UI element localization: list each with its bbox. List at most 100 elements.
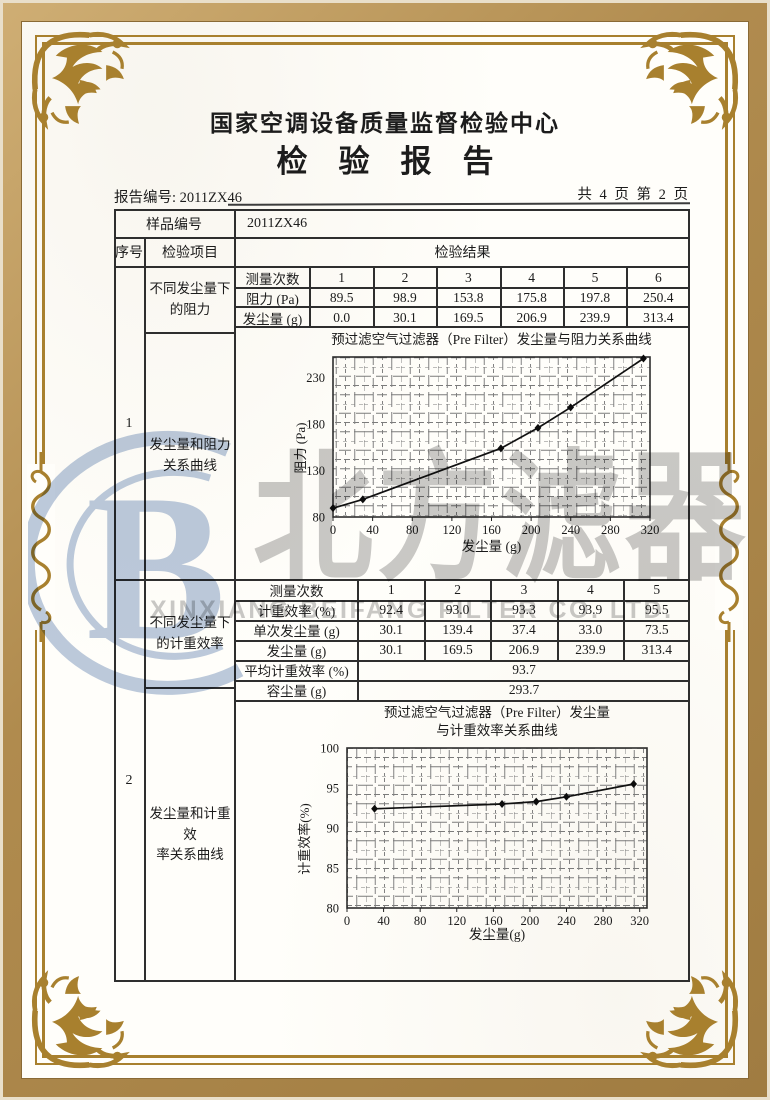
table-cell: 4 <box>528 270 536 285</box>
table-cell: 1 <box>338 270 346 285</box>
table-cell: 93.3 <box>512 602 536 617</box>
table-cell: 2 <box>454 582 461 597</box>
efficiency-curve-chart: 0 40 80 120 160 200 240 280 320 80 85 90 95 100 预过滤空气过… <box>297 705 649 942</box>
avg-efficiency-label: 平均计重效率 (%) <box>244 664 349 679</box>
table-cell: 95.5 <box>644 602 669 617</box>
table-cell: 239.9 <box>579 310 611 325</box>
svg-text:120: 120 <box>443 523 462 537</box>
svg-text:阻力 (Pa): 阻力 (Pa) <box>293 423 308 474</box>
svg-text:预过滤空气过滤器（Pre Filter）发尘量: 预过滤空气过滤器（Pre Filter）发尘量 <box>384 705 610 720</box>
svg-text:40: 40 <box>377 914 390 928</box>
section1-seq: 1 <box>125 415 133 431</box>
table-cell: 239.9 <box>575 642 606 657</box>
table-cell: 93.9 <box>578 602 603 617</box>
corner-ornament-icon <box>640 31 739 130</box>
report-title: 检 验 报 告 <box>276 144 494 179</box>
corner-ornament-icon <box>31 970 130 1069</box>
svg-text:发尘量(g): 发尘量(g) <box>469 927 525 942</box>
svg-text:280: 280 <box>594 914 613 928</box>
table-cell: 206.9 <box>508 642 540 657</box>
resistance-row-label: 阻力 (Pa) <box>246 292 299 307</box>
table-cell: 98.9 <box>393 290 417 305</box>
svg-text:预过滤空气过滤器（Pre Filter）发尘量与阻力关系曲线: 预过滤空气过滤器（Pre Filter）发尘量与阻力关系曲线 <box>331 332 652 347</box>
efficiency-row-label: 计重效率 (%) <box>257 604 336 619</box>
table-cell: 92.4 <box>379 602 403 617</box>
corner-ornament-icon <box>31 31 130 130</box>
svg-text:40: 40 <box>366 523 379 537</box>
corner-ornament-icon <box>640 970 739 1069</box>
resistance-curve-chart: 0 40 80 120 160 200 240 280 320 80 130 180 230 预过滤空气过… <box>293 332 660 554</box>
svg-text:80: 80 <box>414 914 427 928</box>
section1-item-curve: 发尘量和阻力 关系曲线 <box>149 437 231 473</box>
table-cell: 206.9 <box>516 310 547 325</box>
svg-text:发尘量 (g): 发尘量 (g) <box>462 539 522 554</box>
sample-number-value: 2011ZX46 <box>247 215 308 231</box>
table-cell: 313.4 <box>643 310 674 325</box>
svg-text:200: 200 <box>521 914 540 928</box>
table-cell: 30.1 <box>379 622 403 637</box>
svg-text:100: 100 <box>320 742 339 756</box>
table-cell: 5 <box>591 270 599 285</box>
svg-text:计重效率(%): 计重效率(%) <box>297 803 312 875</box>
dust-capacity-value: 293.7 <box>508 682 540 697</box>
table-cell: 73.5 <box>644 622 669 637</box>
edge-scroll-ornament-icon <box>27 452 55 642</box>
table-cell: 3 <box>520 582 528 597</box>
resistance-table: 测量次数 1 2 3 4 5 6 阻力 (Pa) 89.5 98.9 153.8… <box>235 268 690 327</box>
table-cell: 1 <box>387 582 395 597</box>
svg-text:80: 80 <box>327 902 340 916</box>
report-number-label: 报告编号: <box>114 190 177 206</box>
svg-text:与计重效率关系曲线: 与计重效率关系曲线 <box>436 722 558 738</box>
table-cell: 197.8 <box>579 290 611 305</box>
svg-text:120: 120 <box>447 914 466 928</box>
svg-text:200: 200 <box>522 523 541 537</box>
table-cell: 175.8 <box>516 290 547 305</box>
table-cell: 169.5 <box>442 642 473 657</box>
table-cell: 30.1 <box>379 642 403 657</box>
column-header-item: 检验项目 <box>162 246 218 261</box>
table-cell: 139.4 <box>442 622 473 637</box>
svg-text:80: 80 <box>313 511 326 525</box>
svg-text:240: 240 <box>557 914 576 928</box>
organization-title: 国家空调设备质量监督检验中心 <box>210 111 560 136</box>
table-cell: 5 <box>653 582 661 597</box>
section1-item-resistance: 不同发尘量下 的阻力 <box>149 281 231 317</box>
table-cell: 4 <box>587 582 594 597</box>
dust-capacity-label: 容尘量 (g) <box>266 684 327 699</box>
svg-text:130: 130 <box>306 464 325 478</box>
efficiency-table: 测量次数 1 2 3 4 5 计重效率 (%) 92.4 93.0 93.3 9… <box>235 580 690 660</box>
table-cell: 37.4 <box>512 622 536 637</box>
table-cell: 30.1 <box>393 310 417 325</box>
svg-text:160: 160 <box>482 523 501 537</box>
section2-item-efficiency: 不同发尘量下 的计重效率 <box>149 614 231 651</box>
svg-text:0: 0 <box>344 914 350 928</box>
svg-text:230: 230 <box>306 371 325 385</box>
sample-number-label: 样品编号 <box>146 217 202 233</box>
table-cell: 0.0 <box>333 310 351 325</box>
svg-text:180: 180 <box>306 417 325 431</box>
svg-text:320: 320 <box>630 914 649 928</box>
efficiency-row-label: 单次发尘量 (g) <box>253 624 340 639</box>
edge-scroll-ornament-icon <box>715 452 743 642</box>
column-header-result: 检验结果 <box>434 246 491 261</box>
section2-item-curve: 发尘量和计重效 率关系曲线 <box>149 805 231 863</box>
table-cell: 6 <box>654 270 662 285</box>
table-cell: 2 <box>401 270 409 285</box>
report-number: 报告编号: 2011ZX46 <box>114 186 242 207</box>
table-cell: 89.5 <box>329 290 354 305</box>
svg-text:280: 280 <box>601 523 620 537</box>
svg-text:95: 95 <box>327 782 340 796</box>
report-number-value: 2011ZX46 <box>179 190 242 206</box>
resistance-row-label: 发尘量 (g) <box>242 312 303 327</box>
svg-text:90: 90 <box>327 822 340 836</box>
table-cell: 313.4 <box>641 642 672 657</box>
svg-text:320: 320 <box>641 523 660 537</box>
resistance-row-label: 测量次数 <box>245 272 300 287</box>
svg-text:0: 0 <box>330 523 336 537</box>
efficiency-row-label: 测量次数 <box>269 584 324 599</box>
svg-text:240: 240 <box>561 523 580 537</box>
avg-efficiency-value: 93.7 <box>512 662 536 677</box>
svg-text:160: 160 <box>484 914 503 928</box>
table-cell: 93.0 <box>445 602 470 617</box>
